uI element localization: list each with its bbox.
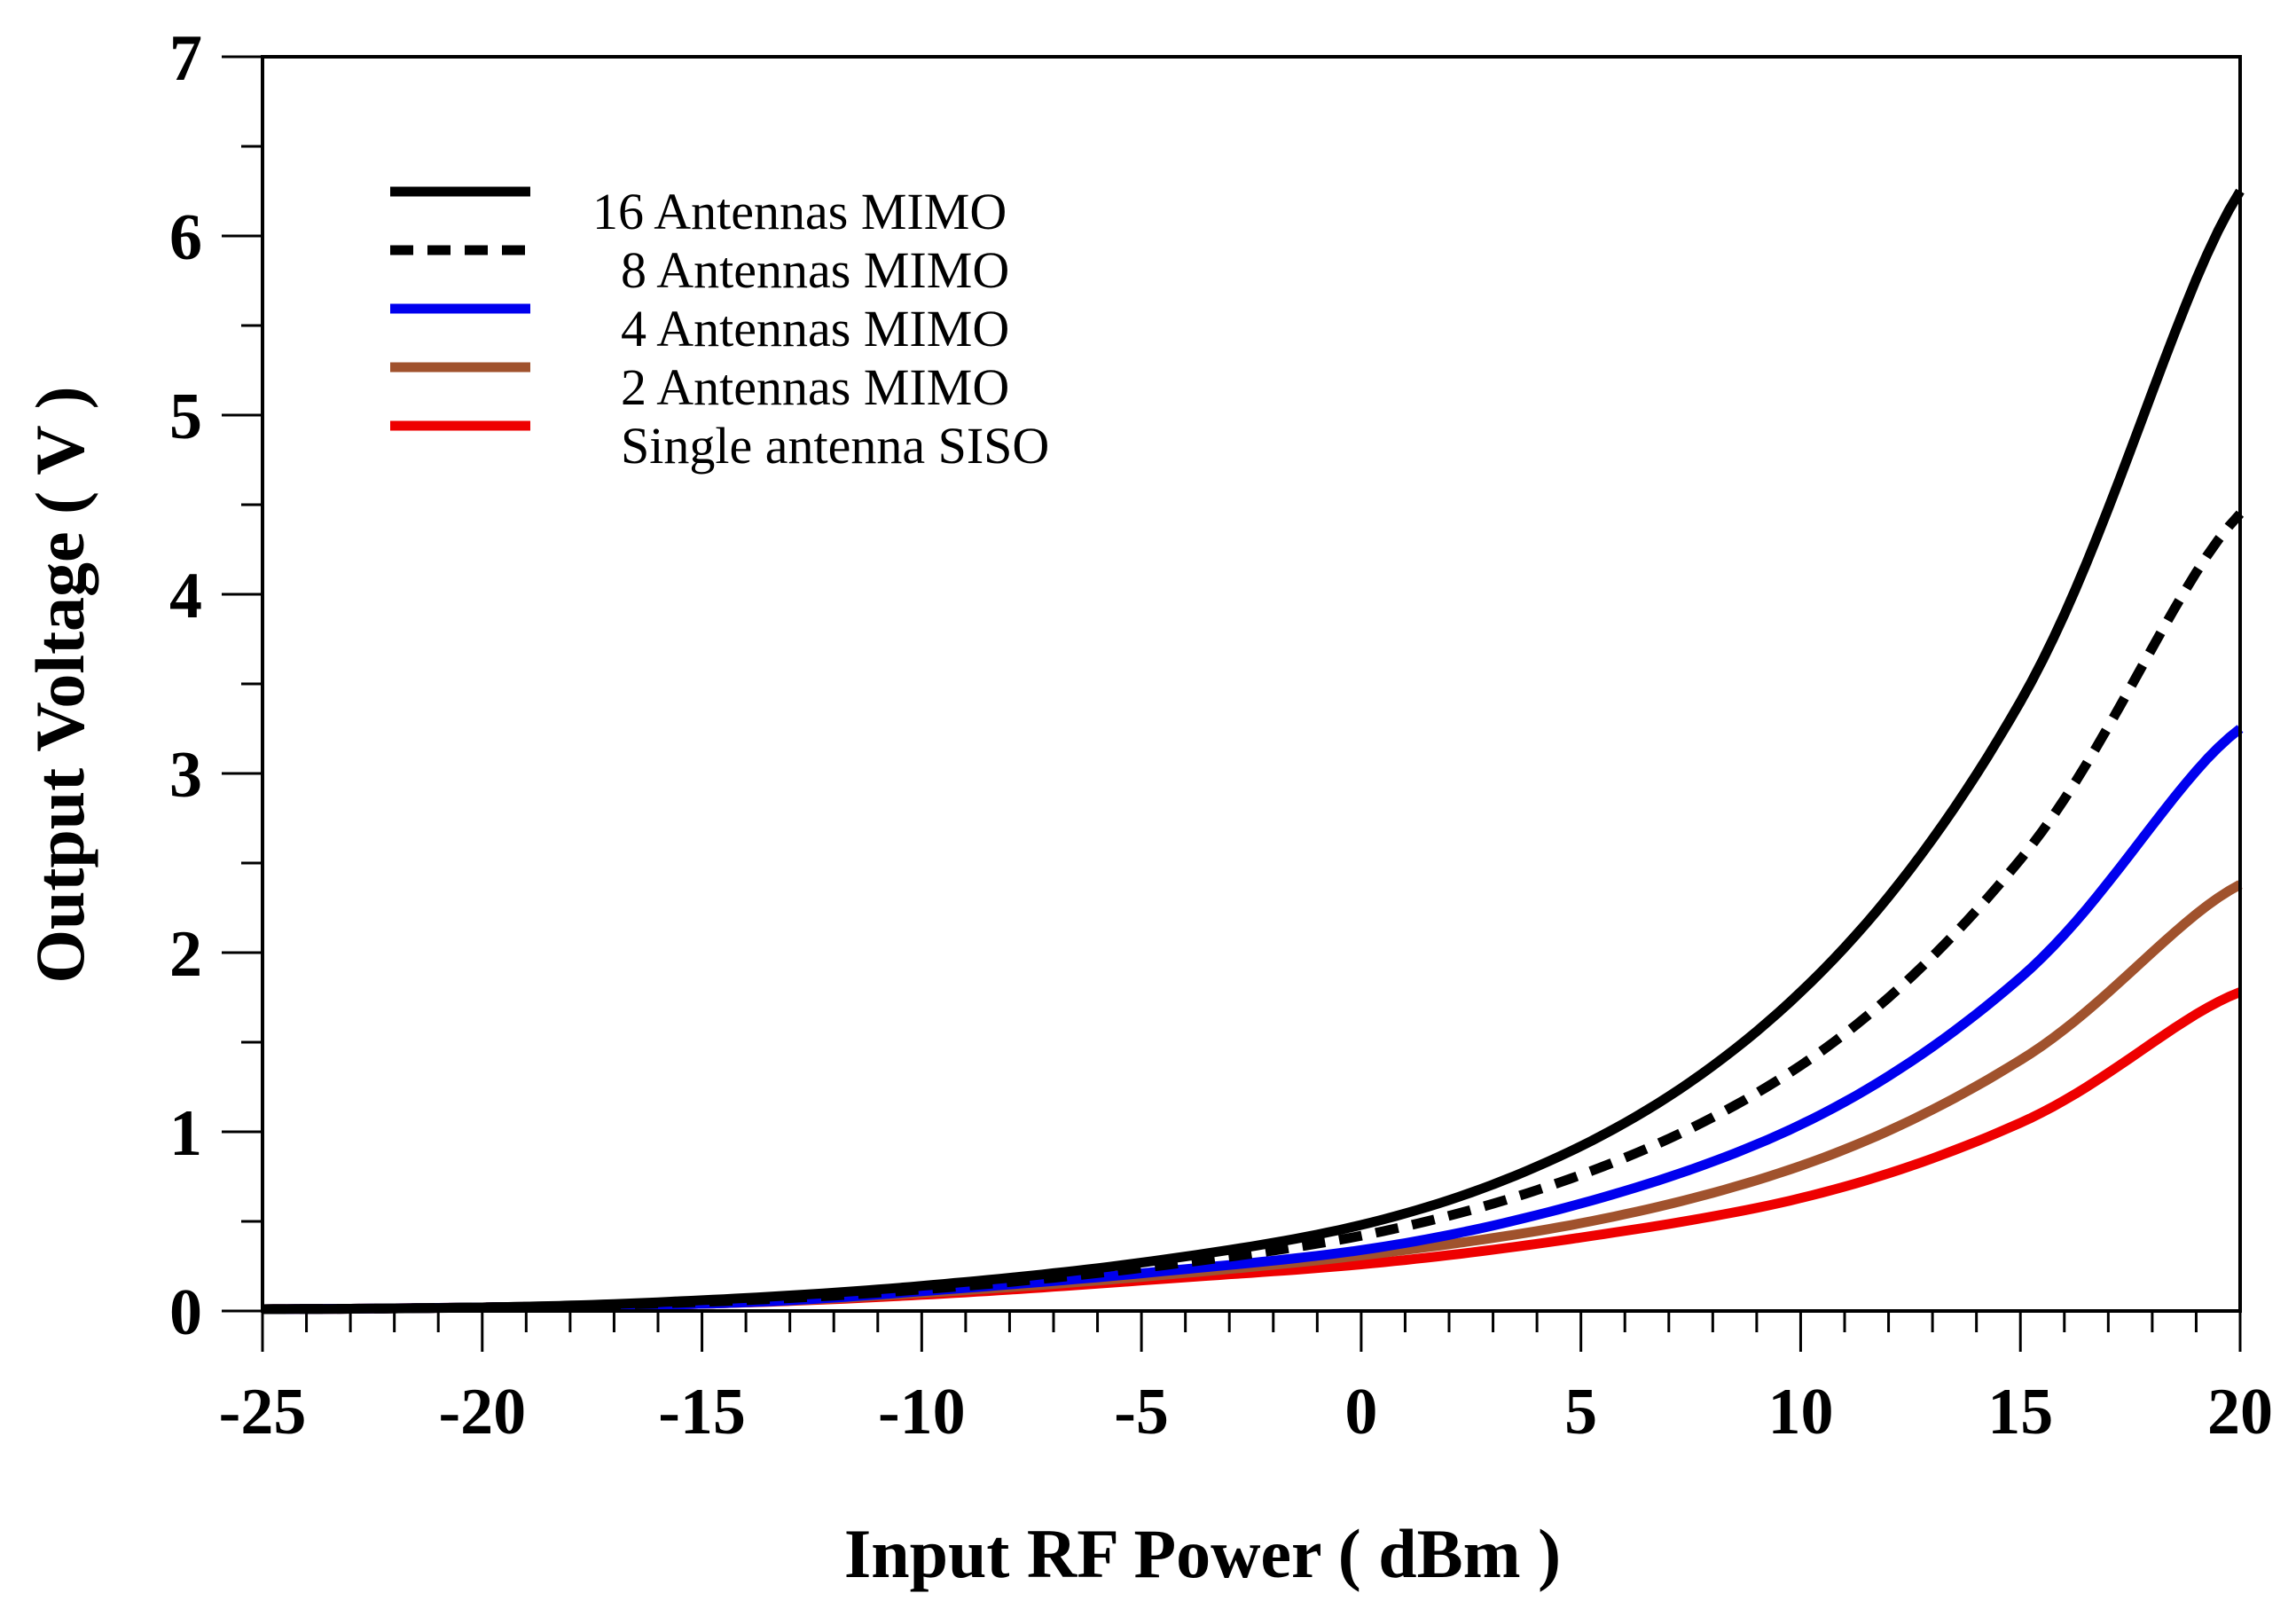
x-tick-label: 5 xyxy=(1564,1376,1597,1448)
legend-label: 4 Antennas MIMO xyxy=(621,300,1009,357)
axis-ticks xyxy=(222,55,2242,1352)
x-tick-label: -20 xyxy=(438,1376,526,1448)
x-tick-label: 20 xyxy=(2207,1376,2273,1448)
legend-label: 2 Antennas MIMO xyxy=(621,358,1009,416)
x-tick-label: 15 xyxy=(1987,1376,2053,1448)
y-tick-label: 5 xyxy=(169,381,202,453)
y-tick-label: 2 xyxy=(169,918,202,991)
y-tick-label: 3 xyxy=(169,739,202,812)
legend-label: Single antenna SISO xyxy=(621,417,1049,475)
series-line xyxy=(262,188,2245,1315)
x-tick-label: -10 xyxy=(878,1376,966,1448)
y-axis-title: Output Voltage ( V ) xyxy=(21,386,98,983)
legend-label: 16 Antennas MIMO xyxy=(592,183,1007,240)
series-line xyxy=(262,510,2245,1315)
y-tick-label: 1 xyxy=(169,1097,202,1170)
x-tick-label: -5 xyxy=(1114,1376,1169,1448)
x-tick-label: 10 xyxy=(1767,1376,1833,1448)
plot-frame xyxy=(261,55,2242,1313)
y-tick-label: 0 xyxy=(169,1276,202,1349)
legend-label: 8 Antennas MIMO xyxy=(621,241,1009,299)
x-tick-label: -25 xyxy=(219,1376,307,1448)
series-lines xyxy=(262,188,2245,1315)
x-tick-label: 0 xyxy=(1344,1376,1377,1448)
tick-labels: -25 -20 -15 -10 -5 0 5 10 15 20 0 1 2 3 4 5 6 7 xyxy=(169,22,2273,1448)
y-tick-label: 6 xyxy=(169,201,202,274)
y-tick-label: 7 xyxy=(169,22,202,95)
x-tick-label: -15 xyxy=(658,1376,746,1448)
x-axis-title: Input RF Power ( dBm ) xyxy=(844,1515,1561,1592)
y-tick-label: 4 xyxy=(169,560,202,632)
